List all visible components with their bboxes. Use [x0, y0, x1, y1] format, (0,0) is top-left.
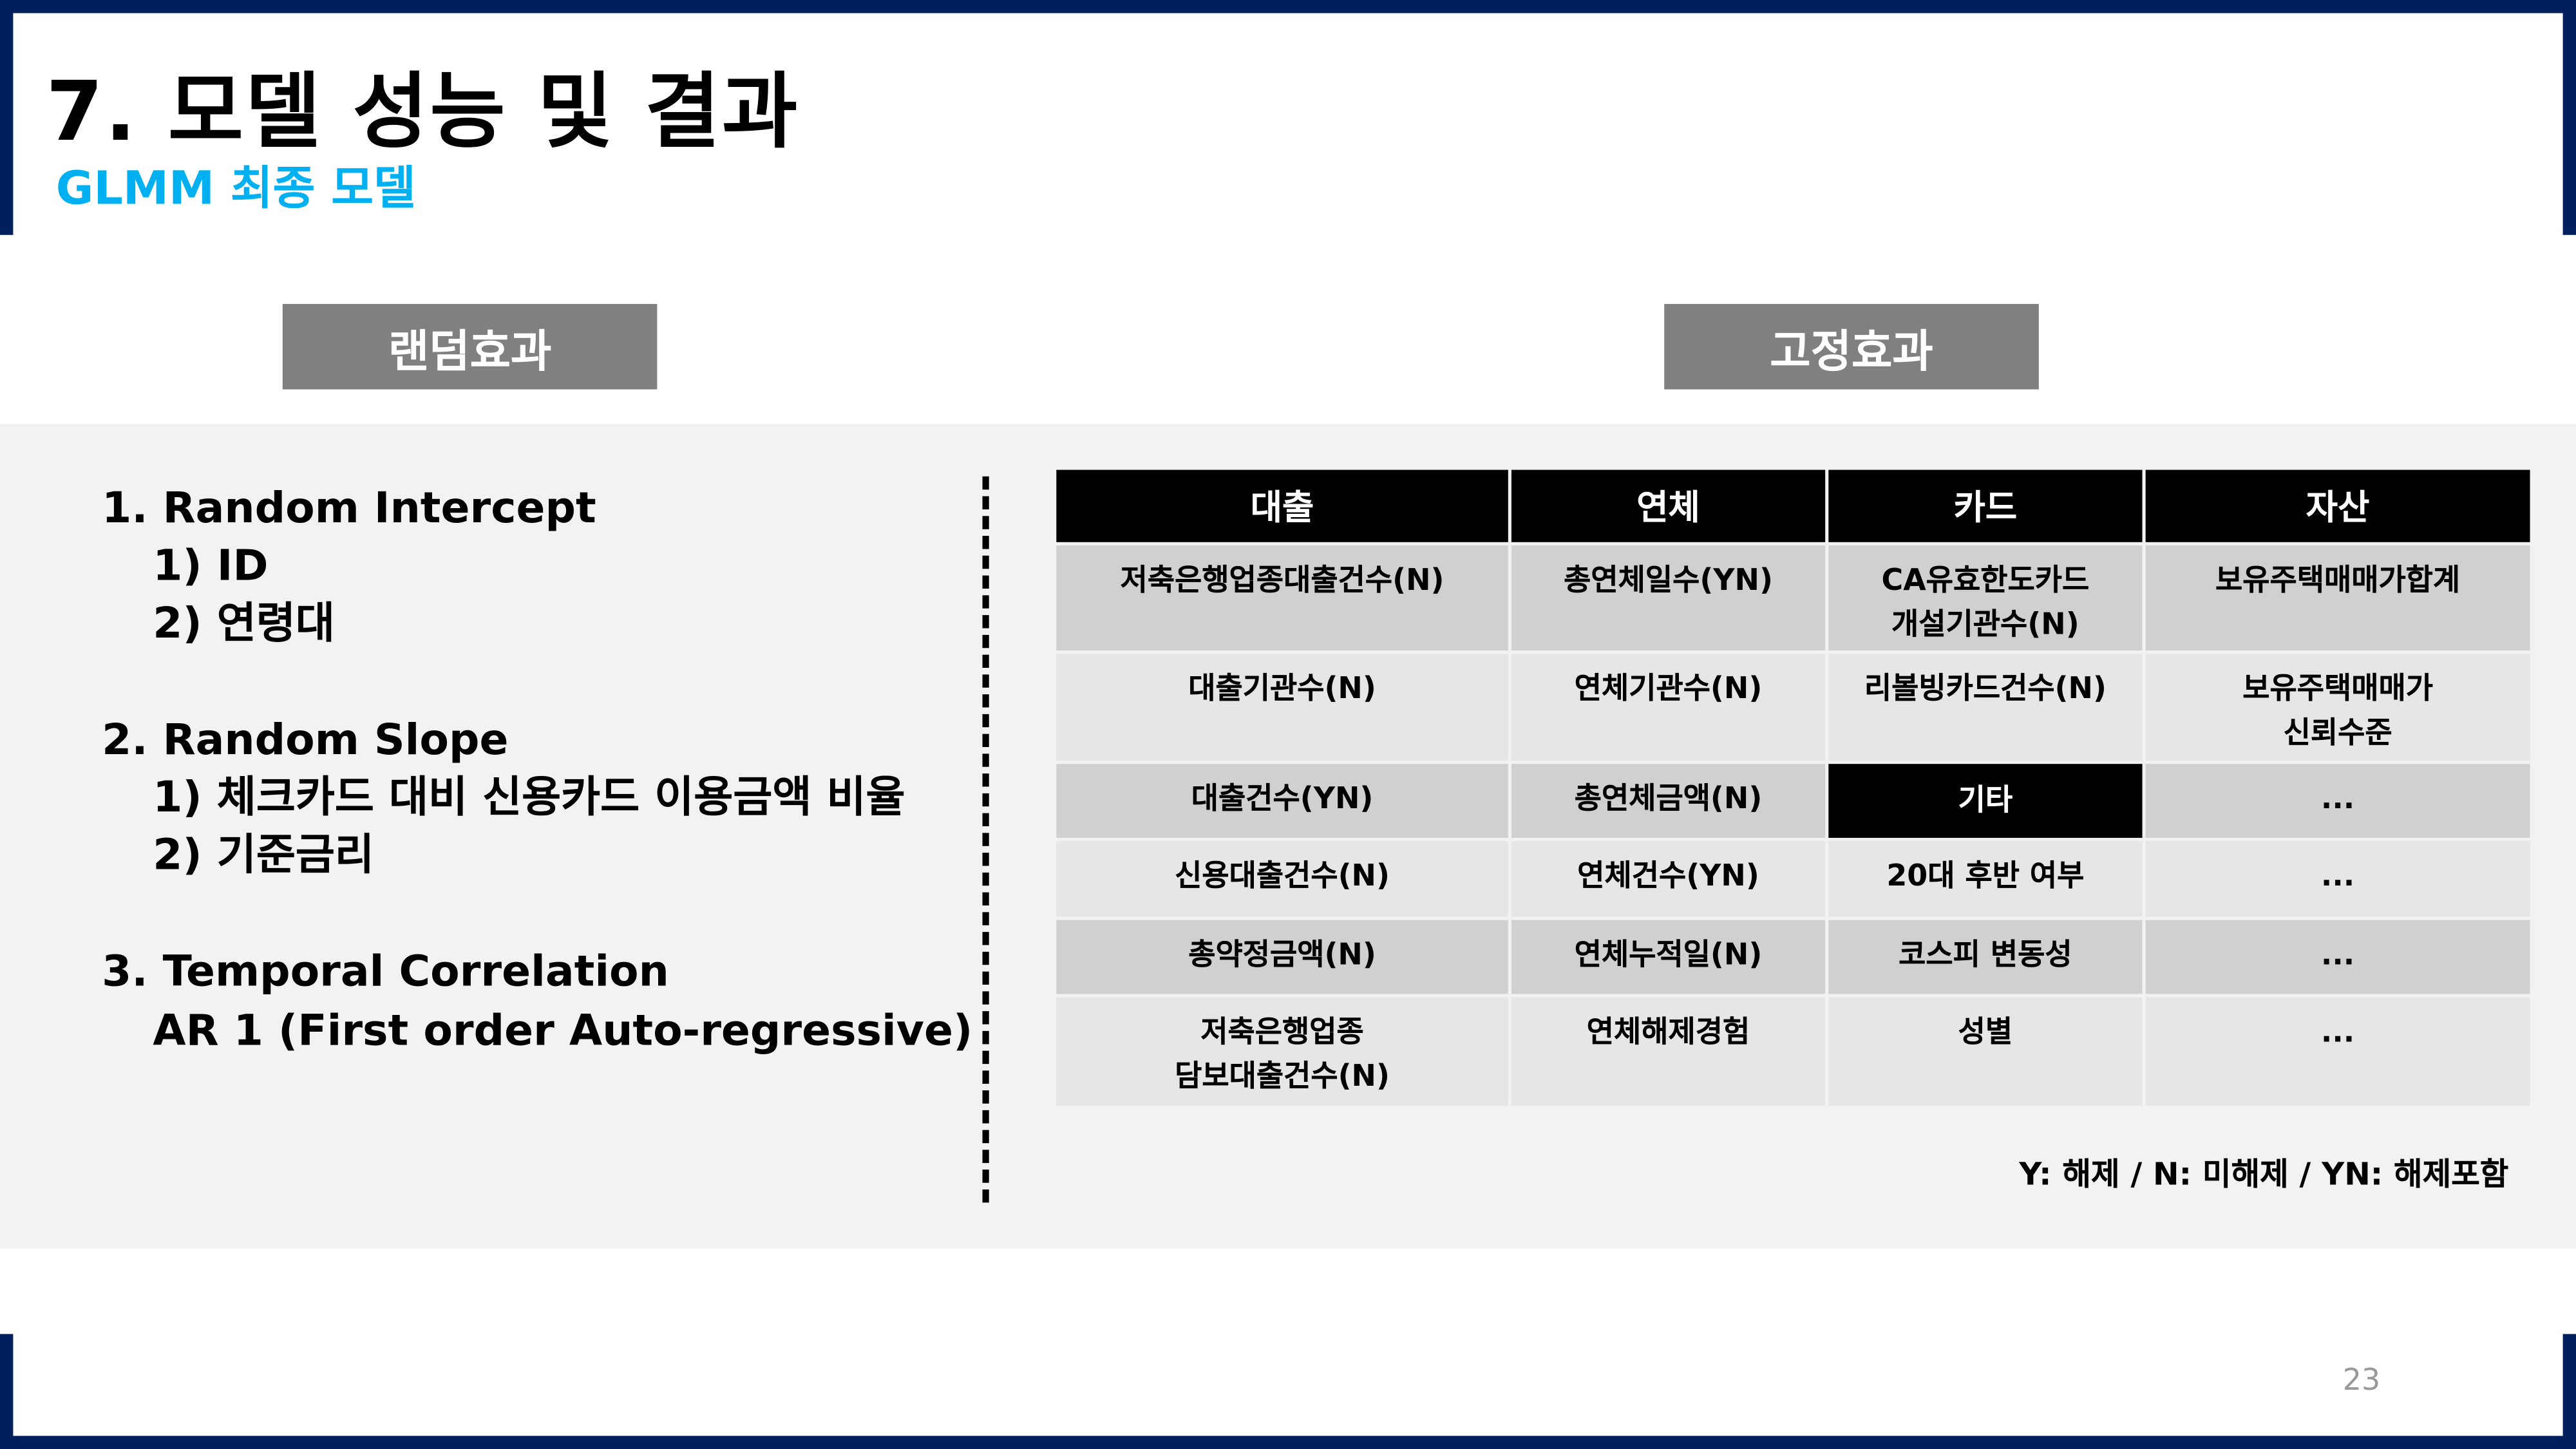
table-cell: 저축은행업종 담보대출건수(N) — [1056, 997, 1508, 1106]
table-cell: 20대 후반 여부 — [1828, 841, 2143, 917]
random-intercept-item: 1) ID — [153, 542, 269, 592]
header-loan: 대출 — [1056, 469, 1508, 542]
table-cell: 저축은행업종대출건수(N) — [1056, 545, 1508, 651]
page-number: 23 — [2342, 1363, 2381, 1398]
table-cell: 총연체일수(YN) — [1511, 545, 1826, 651]
page-title: 7. 모델 성능 및 결과 — [46, 64, 799, 160]
temporal-correlation-heading: 3. Temporal Correlation — [102, 947, 669, 998]
fixed-effects-label: 고정효과 — [1664, 303, 2039, 390]
table-cell: 성별 — [1828, 997, 2143, 1106]
temporal-correlation-item: AR 1 (First order Auto-regressive) — [153, 1007, 973, 1057]
random-intercept-item: 2) 연령대 — [153, 600, 335, 649]
table-cell: 기타 — [1828, 764, 2143, 838]
dashed-divider — [982, 476, 989, 1203]
table-row: 저축은행업종대출건수(N) 총연체일수(YN) CA유효한도카드 개설기관수(N) 보… — [1056, 545, 2530, 651]
table-row: 저축은행업종 담보대출건수(N) 연체해제경험 성별... — [1056, 997, 2530, 1106]
frame-left-bottom-bar — [0, 1334, 14, 1449]
table-row: 신용대출건수(N) 연체건수(YN) 20대 후반 여부... — [1056, 841, 2530, 917]
table-cell: 리볼빙카드건수(N) — [1828, 654, 2143, 761]
table-cell: ... — [2145, 920, 2530, 994]
frame-left-top-bar — [0, 0, 14, 235]
table-cell: ... — [2145, 997, 2530, 1106]
frame-right-bottom-bar — [2562, 1334, 2576, 1449]
header-card: 카드 — [1828, 469, 2143, 542]
table-cell: 총약정금액(N) — [1056, 920, 1508, 994]
frame-right-top-bar — [2562, 0, 2576, 235]
random-intercept-heading: 1. Random Intercept — [102, 484, 596, 535]
table-row: 대출건수(YN) 총연체금액(N) 기타... — [1056, 764, 2530, 838]
table-cell: 대출건수(YN) — [1056, 764, 1508, 838]
table-cell: ... — [2145, 764, 2530, 838]
table-cell: 총연체금액(N) — [1511, 764, 1826, 838]
random-slope-item: 2) 기준금리 — [153, 831, 374, 881]
page-subtitle: GLMM 최종 모델 — [55, 160, 416, 216]
table-cell: 연체건수(YN) — [1511, 841, 1826, 917]
table-cell: 보유주택매매가합계 — [2145, 545, 2530, 651]
random-effects-label: 랜덤효과 — [282, 303, 658, 390]
table-cell: 연체누적일(N) — [1511, 920, 1826, 994]
table-cell: 연체기관수(N) — [1511, 654, 1826, 761]
random-slope-item: 1) 체크카드 대비 신용카드 이용금액 비율 — [153, 773, 905, 824]
legend-note: Y: 해제 / N: 미해제 / YN: 해제포함 — [2019, 1156, 2509, 1193]
table-cell: 연체해제경험 — [1511, 997, 1826, 1106]
fixed-effects-table: 대출 연체 카드 자산 저축은행업종대출건수(N) 총연체일수(YN) CA유효한도… — [1053, 466, 2533, 1108]
table-row: 대출기관수(N) 연체기관수(N) 리볼빙카드건수(N) 보유주택매매가 신뢰수준 — [1056, 654, 2530, 761]
table-cell: 보유주택매매가 신뢰수준 — [2145, 654, 2530, 761]
table-cell: 코스피 변동성 — [1828, 920, 2143, 994]
table-cell: 신용대출건수(N) — [1056, 841, 1508, 917]
frame-bottom-bar — [0, 1435, 2576, 1449]
table-cell: 대출기관수(N) — [1056, 654, 1508, 761]
table-cell: ... — [2145, 841, 2530, 917]
random-slope-heading: 2. Random Slope — [102, 716, 509, 766]
table-header-row: 대출 연체 카드 자산 — [1056, 469, 2530, 542]
frame-top-bar — [0, 0, 2576, 14]
header-asset: 자산 — [2145, 469, 2530, 542]
table-cell: CA유효한도카드 개설기관수(N) — [1828, 545, 2143, 651]
table-row: 총약정금액(N) 연체누적일(N) 코스피 변동성... — [1056, 920, 2530, 994]
header-delinquency: 연체 — [1511, 469, 1826, 542]
